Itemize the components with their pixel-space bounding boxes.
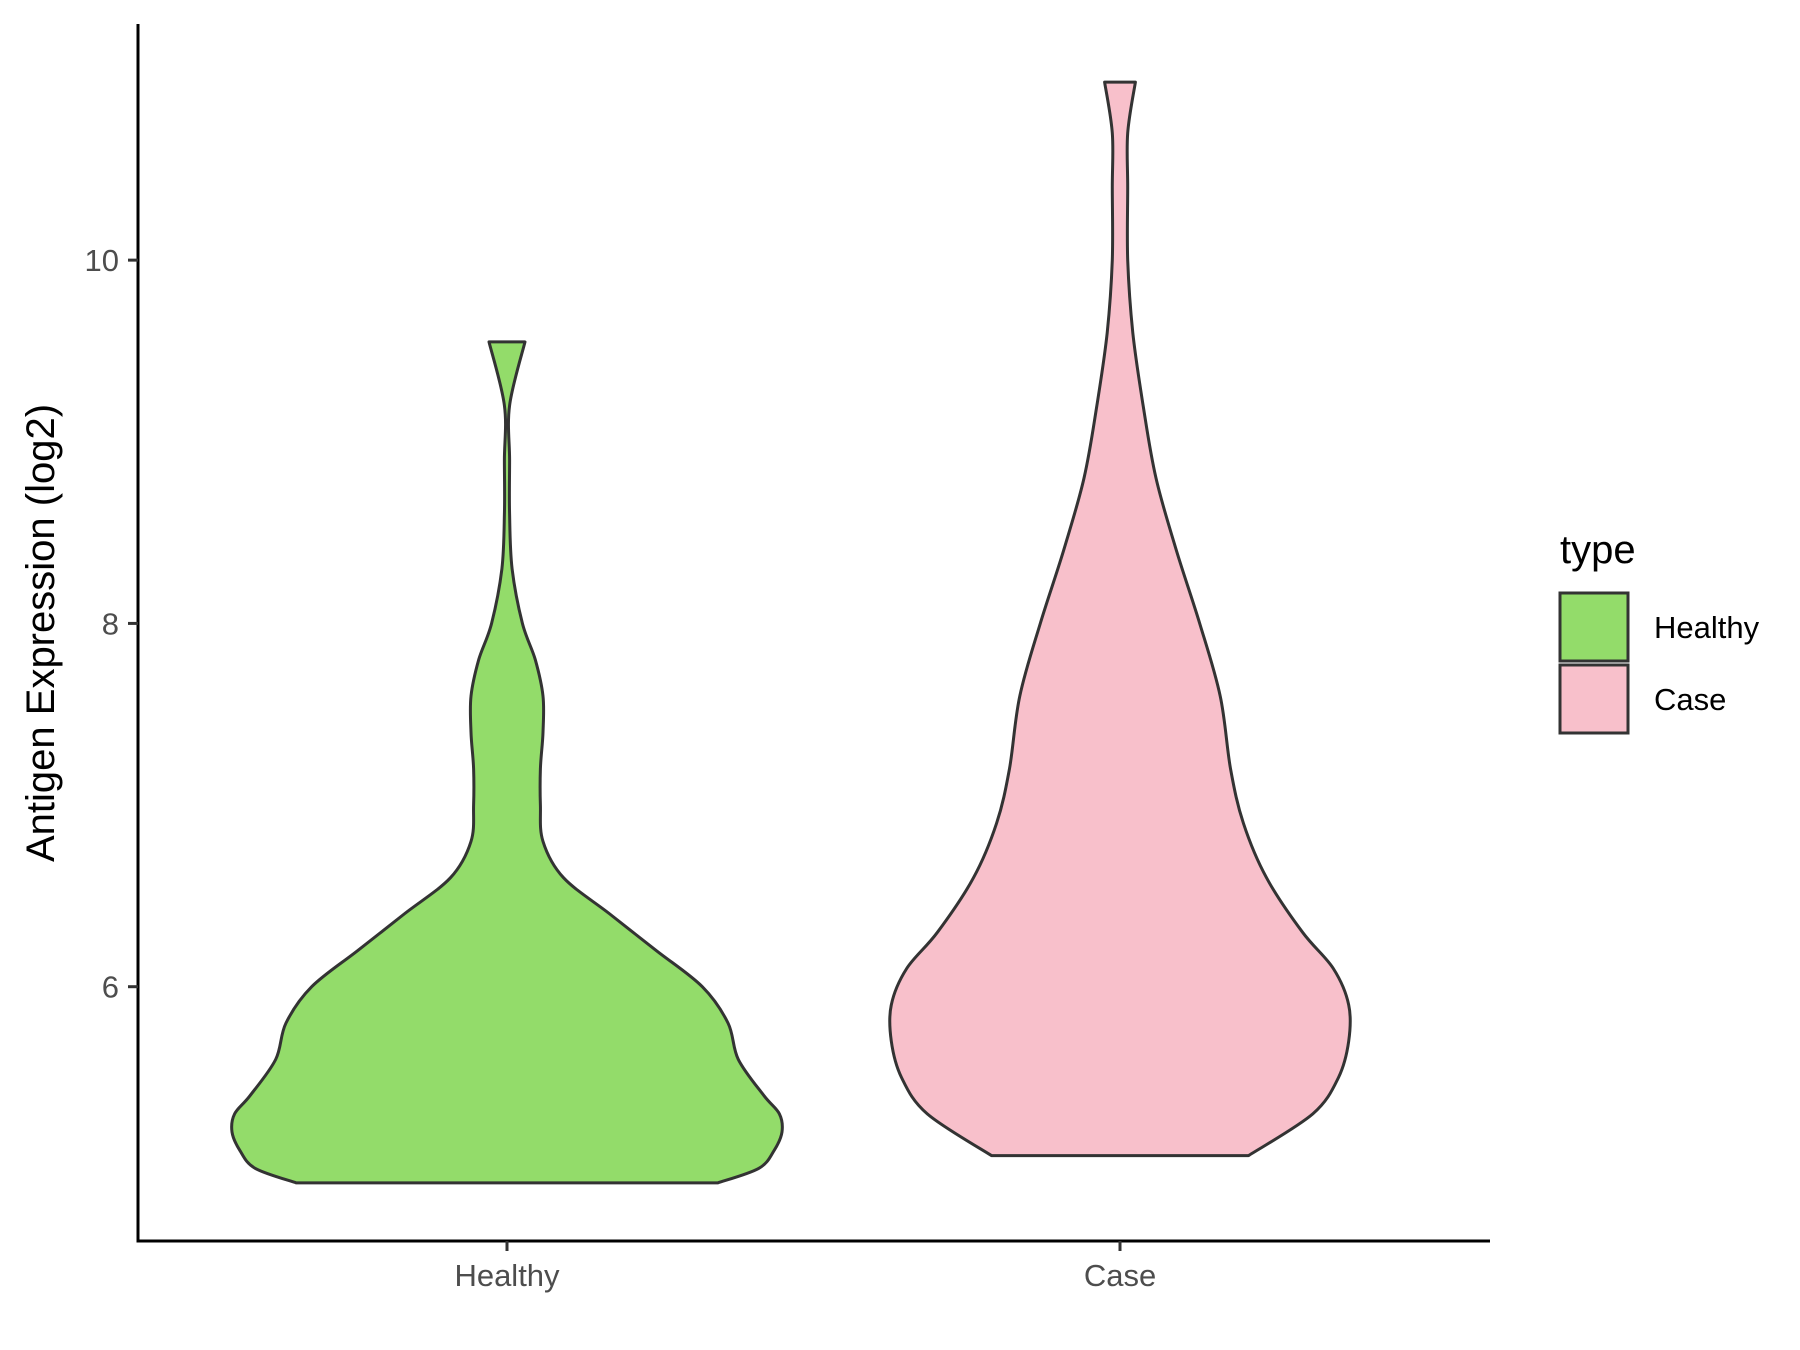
legend-label-case: Case <box>1654 682 1726 717</box>
x-tick-label-case: Case <box>1084 1258 1156 1293</box>
legend-label-healthy: Healthy <box>1654 610 1760 645</box>
legend-key-healthy <box>1558 591 1630 663</box>
y-axis-title: Antigen Expression (log2) <box>19 404 63 862</box>
x-ticks-layer: Healthy Case <box>454 1241 1156 1293</box>
y-tick-label: 10 <box>85 243 119 278</box>
violins-layer <box>230 80 1352 1185</box>
axes-layer <box>136 24 1490 1243</box>
x-tick-label-healthy: Healthy <box>454 1258 560 1293</box>
legend-title: type <box>1560 528 1636 572</box>
y-tick-label: 8 <box>102 606 119 641</box>
y-tick-label: 6 <box>102 970 119 1005</box>
violin-case <box>888 80 1352 1158</box>
legend: type Healthy Case <box>1558 528 1760 735</box>
y-ticks-layer: 6 8 10 <box>85 243 138 1005</box>
legend-key-case <box>1558 663 1630 735</box>
violin-healthy <box>230 340 784 1185</box>
